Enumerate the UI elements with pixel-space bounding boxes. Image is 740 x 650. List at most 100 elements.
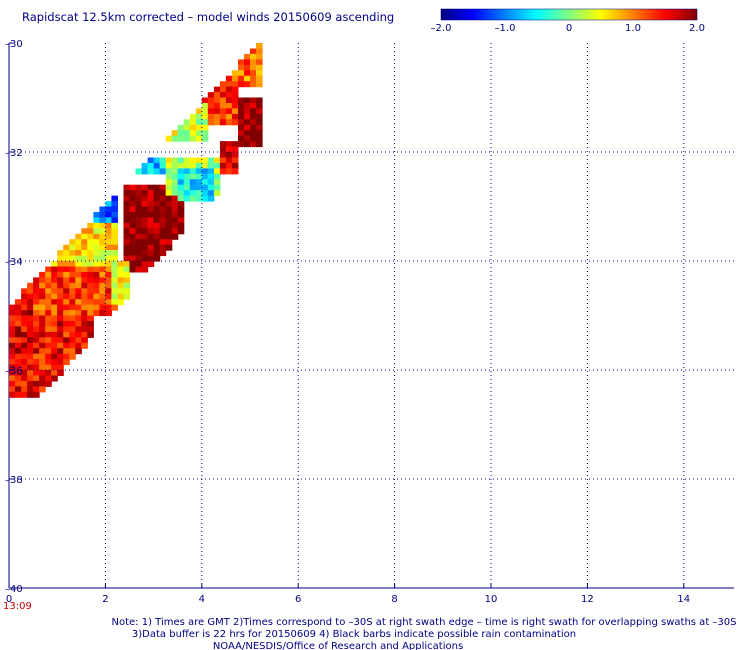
wind-cell (9, 304, 16, 311)
wind-cell (27, 321, 34, 327)
wind-cell (21, 348, 28, 355)
wind-cell (117, 261, 125, 267)
wind-cell (153, 162, 161, 169)
wind-cell (201, 130, 209, 137)
wind-cell (81, 342, 88, 349)
grid (9, 43, 734, 588)
wind-cell (159, 233, 167, 240)
wind-cell (93, 299, 100, 306)
wind-cell (15, 321, 22, 327)
wind-cell (171, 162, 179, 169)
wind-cell (69, 342, 76, 349)
wind-cell (27, 364, 34, 371)
wind-cell (93, 222, 100, 229)
wind-cell (99, 282, 106, 289)
wind-cell (27, 391, 34, 398)
wind-cell (147, 190, 155, 197)
wind-cell (195, 195, 203, 202)
wind-cell (213, 157, 221, 164)
wind-difference-cells (9, 43, 263, 398)
wind-cell (159, 195, 167, 202)
wind-cell (39, 337, 46, 344)
wind-cell (9, 348, 16, 355)
wind-cell (256, 130, 263, 137)
wind-cell (21, 293, 28, 300)
wind-cell (141, 250, 149, 257)
wind-cell (63, 288, 70, 295)
wind-cell (57, 326, 64, 333)
wind-cell (105, 261, 112, 267)
wind-cell (183, 157, 191, 164)
wind-cell (123, 255, 131, 262)
wind-cell (177, 124, 185, 131)
wind-cell (165, 179, 173, 186)
wind-cell (57, 299, 64, 306)
wind-cell (213, 92, 221, 99)
wind-cell (201, 190, 209, 197)
wind-cell (177, 190, 185, 197)
wind-cell (15, 337, 22, 344)
wind-cell (195, 135, 203, 142)
wind-cell (147, 162, 155, 169)
y-tick-label: –30 (5, 39, 23, 50)
wind-cell (81, 331, 88, 338)
wind-cell (225, 108, 233, 115)
wind-cell (39, 386, 46, 393)
wind-cell (123, 293, 131, 300)
wind-cell (135, 201, 143, 208)
wind-cell (93, 244, 100, 251)
wind-cell (39, 310, 46, 317)
note-line-1: Note: 1) Times are GMT 2)Times correspon… (112, 617, 737, 628)
wind-cell (87, 239, 94, 246)
wind-cell (51, 337, 58, 344)
wind-cell (129, 206, 137, 213)
wind-cell (21, 380, 28, 387)
wind-cell (219, 152, 227, 158)
wind-cell (177, 217, 185, 224)
x-tick-label: 4 (199, 594, 205, 605)
wind-cell (87, 271, 94, 278)
note-line-3: NOAA/NESDIS/Office of Research and Appli… (213, 641, 463, 650)
wind-cell (75, 304, 82, 311)
wind-cell (27, 386, 34, 393)
wind-cell (33, 321, 40, 327)
wind-cell (105, 255, 112, 262)
wind-cell (207, 168, 215, 175)
wind-cell (93, 217, 100, 224)
wind-cell (57, 364, 64, 371)
y-tick-label: –34 (5, 257, 23, 268)
wind-cell (75, 348, 82, 355)
wind-cell (250, 113, 257, 120)
wind-cell (75, 233, 82, 240)
wind-cell (171, 217, 179, 224)
wind-cell (39, 277, 46, 284)
wind-cell (63, 277, 70, 284)
wind-cell (51, 282, 58, 289)
wind-cell (27, 310, 34, 317)
wind-cell (21, 391, 28, 398)
wind-cell (250, 59, 257, 66)
wind-cell (45, 326, 52, 333)
wind-cell (105, 206, 112, 213)
wind-cell (51, 326, 58, 333)
wind-cell (135, 212, 143, 218)
wind-cell (15, 342, 22, 349)
wind-cell (165, 168, 173, 175)
wind-cell (135, 239, 143, 246)
wind-cell (33, 310, 40, 317)
wind-cell (111, 244, 118, 251)
wind-cell (219, 81, 227, 88)
wind-cell (9, 353, 16, 360)
wind-cell (123, 228, 131, 235)
wind-cell (256, 141, 263, 148)
wind-cell (63, 353, 70, 360)
wind-cell (219, 92, 227, 99)
wind-cell (27, 293, 34, 300)
wind-cell (256, 108, 263, 115)
wind-cell (123, 282, 131, 289)
wind-cell (250, 108, 257, 115)
wind-cell (63, 304, 70, 311)
wind-cell (69, 244, 76, 251)
wind-cell (117, 288, 125, 295)
wind-cell (141, 244, 149, 251)
